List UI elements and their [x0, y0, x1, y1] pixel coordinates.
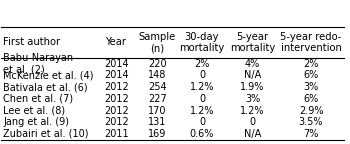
- Text: 6%: 6%: [303, 94, 318, 104]
- Text: McKenzie et al. (4): McKenzie et al. (4): [4, 70, 94, 80]
- Text: 2014: 2014: [105, 59, 129, 69]
- Text: 2%: 2%: [194, 59, 210, 69]
- Text: 2012: 2012: [105, 106, 130, 115]
- Text: 3%: 3%: [303, 82, 318, 92]
- Text: 5-year
mortality: 5-year mortality: [230, 32, 275, 53]
- Text: 1.2%: 1.2%: [190, 82, 214, 92]
- Text: 220: 220: [148, 59, 167, 69]
- Text: 1.9%: 1.9%: [240, 82, 265, 92]
- Text: N/A: N/A: [244, 129, 261, 139]
- Text: 2012: 2012: [105, 94, 130, 104]
- Text: 0: 0: [199, 94, 205, 104]
- Text: 30-day
mortality: 30-day mortality: [179, 32, 225, 53]
- Text: Lee et al. (8): Lee et al. (8): [4, 106, 65, 115]
- Text: 1.2%: 1.2%: [240, 106, 265, 115]
- Text: 3%: 3%: [245, 94, 260, 104]
- Text: 5-year redo-
intervention: 5-year redo- intervention: [280, 32, 342, 53]
- Text: 170: 170: [148, 106, 167, 115]
- Text: 0: 0: [199, 70, 205, 80]
- Text: Babu-Narayan
et al. (2): Babu-Narayan et al. (2): [4, 53, 74, 75]
- Text: Bativala et al. (6): Bativala et al. (6): [4, 82, 88, 92]
- Text: 0: 0: [199, 117, 205, 127]
- Text: 2%: 2%: [303, 59, 319, 69]
- Text: 2.9%: 2.9%: [299, 106, 323, 115]
- Text: 254: 254: [148, 82, 167, 92]
- Text: 7%: 7%: [303, 129, 319, 139]
- Text: 0: 0: [250, 117, 256, 127]
- Text: 4%: 4%: [245, 59, 260, 69]
- Text: Zubairi et al. (10): Zubairi et al. (10): [4, 129, 89, 139]
- Text: Sample
(n): Sample (n): [139, 32, 176, 53]
- Text: 2012: 2012: [105, 82, 130, 92]
- Text: N/A: N/A: [244, 70, 261, 80]
- Text: Chen et al. (7): Chen et al. (7): [4, 94, 74, 104]
- Text: 227: 227: [148, 94, 167, 104]
- Text: Year: Year: [105, 37, 126, 47]
- Text: 6%: 6%: [303, 70, 318, 80]
- Text: 0.6%: 0.6%: [190, 129, 214, 139]
- Text: First author: First author: [4, 37, 61, 47]
- Text: 169: 169: [148, 129, 166, 139]
- Text: 3.5%: 3.5%: [299, 117, 323, 127]
- Text: 131: 131: [148, 117, 166, 127]
- Text: 2012: 2012: [105, 117, 130, 127]
- Text: 148: 148: [148, 70, 166, 80]
- Text: 1.2%: 1.2%: [190, 106, 214, 115]
- Text: 2014: 2014: [105, 70, 129, 80]
- Text: 2011: 2011: [105, 129, 129, 139]
- Text: Jang et al. (9): Jang et al. (9): [4, 117, 69, 127]
